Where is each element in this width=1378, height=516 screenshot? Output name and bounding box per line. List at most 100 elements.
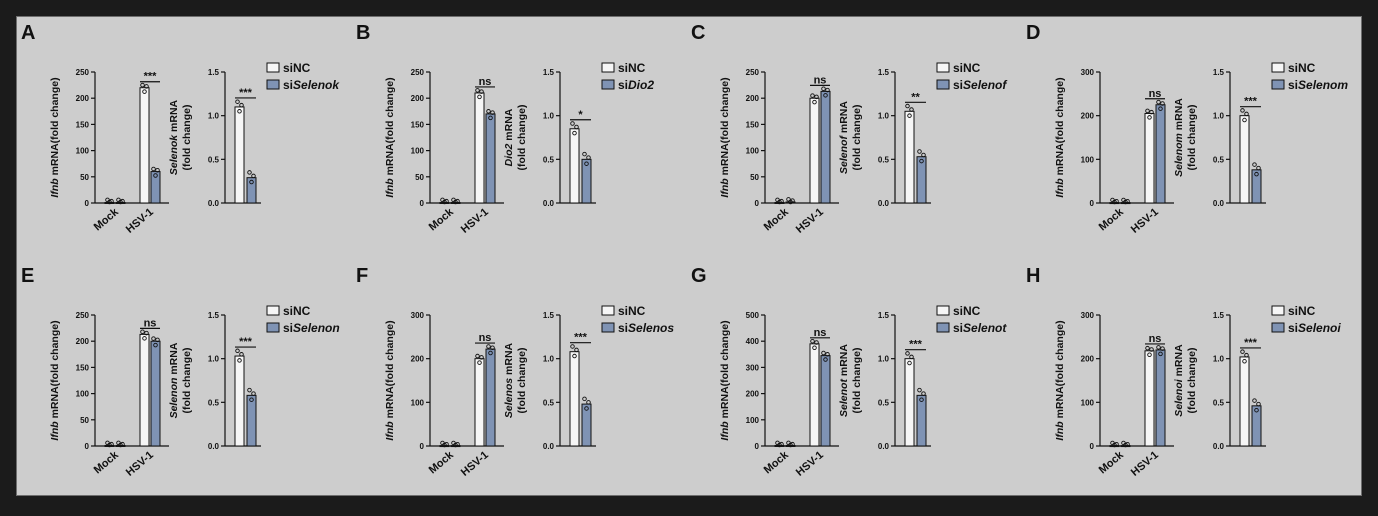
ifnb-y-tick-label: 100 (76, 390, 90, 399)
ifnb-y-axis-label-part: mRNA(fold change) (49, 77, 61, 178)
legend-label-sitarget: siSelenof (953, 78, 1007, 92)
ifnb-data-point (155, 167, 160, 173)
target-data-point (235, 99, 240, 104)
target-data-point (247, 170, 252, 175)
legend-swatch-sinc (1271, 62, 1285, 73)
target-data-point (917, 387, 922, 393)
ifnb-data-point (779, 198, 784, 204)
ifnb-category-label: Mock (762, 449, 792, 477)
figure-panel-area: A 0 50 100 150 200 250 Ifnb mRNA(fold change) Mo… (16, 16, 1362, 496)
target-data-point (905, 103, 910, 109)
panel-letter: F (356, 265, 368, 287)
ifnb-y-axis-label: Ifnb mRNA(fold change) (384, 320, 396, 440)
ifnb-y-tick-label: 300 (1081, 311, 1095, 320)
ifnb-category-label: HSV-1 (1129, 449, 1161, 479)
target-bar (569, 351, 580, 447)
target-data-point (921, 152, 926, 158)
target-bar (1251, 169, 1262, 204)
ifnb-data-point (120, 441, 125, 447)
legend-label-sitarget-part: Selenom (1298, 78, 1348, 92)
ifnb-bar (474, 358, 485, 447)
legend-swatch-sitarget (1271, 79, 1285, 90)
panel-letter: H (1026, 265, 1040, 287)
ifnb-bar (1155, 104, 1166, 204)
ifnb-y-tick-label: 200 (746, 94, 760, 103)
target-data-point (919, 158, 924, 164)
ifnb-y-axis-label: Ifnb mRNA(fold change) (719, 77, 731, 197)
ifnb-data-point (488, 350, 493, 356)
target-y-tick-label: 1.0 (1213, 355, 1225, 364)
ifnb-bar (785, 201, 796, 204)
target-y-axis-label-part: Selenon (168, 378, 180, 419)
target-significance-label: ** (911, 91, 920, 103)
panel-letter: G (691, 265, 707, 287)
ifnb-y-tick-label: 150 (411, 120, 425, 129)
target-significance-label: *** (574, 332, 588, 344)
target-data-point (584, 161, 589, 166)
ifnb-y-axis-label-part: Ifnb (384, 421, 396, 441)
target-data-point (586, 400, 591, 405)
target-y-tick-label: 0.0 (208, 442, 220, 451)
ifnb-data-point (455, 198, 460, 204)
ifnb-category-label: Mock (92, 449, 122, 477)
legend-label-sitarget-part: Selenos (628, 321, 674, 335)
ifnb-y-tick-label: 50 (80, 416, 89, 425)
ifnb-y-tick-label: 300 (1081, 68, 1095, 77)
ifnb-category-label: HSV-1 (794, 206, 826, 236)
target-y-axis-label-part: Selenos (503, 378, 515, 418)
ifnb-y-tick-label: 0 (85, 442, 90, 451)
target-data-point (921, 391, 926, 396)
ifnb-y-axis-label: Ifnb mRNA(fold change) (719, 320, 731, 440)
ifnb-data-point (1156, 345, 1161, 350)
target-data-point (570, 121, 575, 126)
target-y-tick-label: 1.5 (1213, 68, 1225, 77)
ifnb-data-point (1158, 351, 1163, 357)
panel-f: F 0 100 200 300 Ifnb mRNA(fold change) Mock HSV… (356, 265, 674, 479)
ifnb-data-point (1112, 442, 1117, 448)
ifnb-data-point (823, 357, 828, 362)
target-y-tick-label: 1.0 (1213, 112, 1225, 121)
target-data-point (247, 387, 252, 393)
target-y-axis-label-part: mRNA (1173, 98, 1185, 133)
target-y-tick-label: 1.5 (1213, 311, 1225, 320)
target-significance-label: *** (909, 339, 923, 351)
ifnb-data-point (1145, 108, 1150, 114)
ifnb-category-label: Mock (92, 206, 122, 234)
target-y-axis-label-part: Selenoi (1173, 378, 1185, 416)
target-y-tick-label: 0.5 (878, 155, 890, 164)
ifnb-significance-label: ns (479, 76, 492, 88)
ifnb-data-point (453, 442, 458, 448)
ifnb-significance-label: *** (144, 71, 158, 83)
target-y-axis-label-part: Selenot (838, 379, 850, 417)
ifnb-y-axis-label-part: Ifnb (1054, 421, 1066, 441)
target-data-point (249, 397, 254, 402)
legend-label-sinc: siNC (953, 304, 981, 318)
ifnb-data-point (825, 352, 830, 357)
panel-letter: C (691, 22, 705, 44)
target-y-axis-label-line2: (fold change) (851, 348, 863, 414)
target-y-axis-label-part: Selenof (838, 135, 850, 174)
target-data-point (582, 396, 587, 402)
target-y-axis-label-line2: (fold change) (516, 348, 528, 414)
ifnb-y-tick-label: 0 (1090, 199, 1095, 208)
target-data-point (249, 179, 254, 185)
legend-label-sitarget-part: Selenon (293, 321, 340, 335)
ifnb-y-tick-label: 150 (746, 120, 760, 129)
target-y-tick-label: 0.0 (878, 442, 890, 451)
target-y-axis-label: Selenon mRNA (168, 342, 180, 418)
ifnb-data-point (1147, 115, 1152, 120)
target-significance-label: *** (239, 336, 253, 348)
target-data-point (574, 347, 579, 353)
panel-a: A 0 50 100 150 200 250 Ifnb mRNA(fold change) Mo… (21, 22, 340, 236)
ifnb-y-axis-label-part: Ifnb (719, 421, 731, 441)
legend-swatch-sinc (266, 62, 280, 73)
target-data-point (909, 354, 914, 360)
legend-label-sitarget-part: Selenof (963, 78, 1007, 92)
target-y-tick-label: 0.5 (878, 398, 890, 407)
target-significance-label: * (578, 109, 583, 121)
target-data-point (586, 155, 591, 160)
legend-label-sitarget-part: si (953, 78, 963, 92)
target-y-tick-label: 0.5 (543, 398, 555, 407)
target-data-point (909, 107, 914, 112)
ifnb-bar (150, 171, 161, 204)
